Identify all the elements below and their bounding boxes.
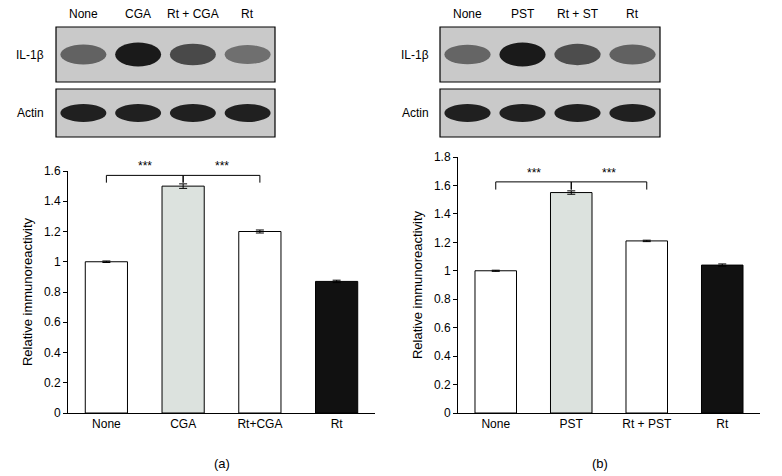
svg-text:Relative immunoreactivity: Relative immunoreactivity <box>410 210 425 359</box>
svg-text:(a): (a) <box>214 456 230 471</box>
svg-text:1.6: 1.6 <box>434 179 451 193</box>
svg-text:IL-1β: IL-1β <box>16 48 44 62</box>
svg-text:1.4: 1.4 <box>434 207 451 221</box>
svg-text:1.2: 1.2 <box>44 225 61 239</box>
svg-text:None: None <box>69 7 98 21</box>
svg-text:Actin: Actin <box>402 106 429 120</box>
svg-text:(b): (b) <box>592 456 608 471</box>
svg-text:0.2: 0.2 <box>434 378 451 392</box>
svg-text:Rt+CGA: Rt+CGA <box>237 417 282 431</box>
svg-text:0.6: 0.6 <box>44 315 61 329</box>
svg-text:0.2: 0.2 <box>44 376 61 390</box>
svg-text:Rt + ST: Rt + ST <box>557 7 599 21</box>
svg-text:***: *** <box>602 166 616 180</box>
svg-text:Rt: Rt <box>331 417 344 431</box>
svg-text:None: None <box>453 7 482 21</box>
svg-text:CGA: CGA <box>170 417 196 431</box>
svg-text:0: 0 <box>444 406 451 420</box>
svg-text:1: 1 <box>54 255 61 269</box>
svg-text:CGA: CGA <box>125 7 151 21</box>
svg-text:Actin: Actin <box>17 106 44 120</box>
svg-text:***: *** <box>215 159 229 173</box>
svg-text:PST: PST <box>560 417 584 431</box>
svg-text:0.8: 0.8 <box>44 285 61 299</box>
svg-text:None: None <box>481 417 510 431</box>
svg-text:0: 0 <box>54 406 61 420</box>
svg-text:Rt: Rt <box>716 417 729 431</box>
svg-text:1.6: 1.6 <box>44 164 61 178</box>
svg-text:0.6: 0.6 <box>434 321 451 335</box>
svg-text:Rt: Rt <box>626 7 639 21</box>
svg-text:0.4: 0.4 <box>434 349 451 363</box>
svg-text:Rt: Rt <box>241 7 254 21</box>
svg-text:1: 1 <box>444 264 451 278</box>
svg-text:PST: PST <box>511 7 535 21</box>
svg-text:IL-1β: IL-1β <box>401 48 429 62</box>
svg-text:None: None <box>92 417 121 431</box>
svg-text:0.8: 0.8 <box>434 292 451 306</box>
svg-text:***: *** <box>138 159 152 173</box>
svg-text:***: *** <box>527 166 541 180</box>
svg-text:1.8: 1.8 <box>434 150 451 164</box>
svg-text:1.4: 1.4 <box>44 194 61 208</box>
svg-text:1.2: 1.2 <box>434 236 451 250</box>
svg-text:0.4: 0.4 <box>44 346 61 360</box>
svg-text:Rt + CGA: Rt + CGA <box>167 7 219 21</box>
svg-text:Rt + PST: Rt + PST <box>622 417 672 431</box>
svg-text:Relative immunoreactivity: Relative immunoreactivity <box>20 217 35 366</box>
